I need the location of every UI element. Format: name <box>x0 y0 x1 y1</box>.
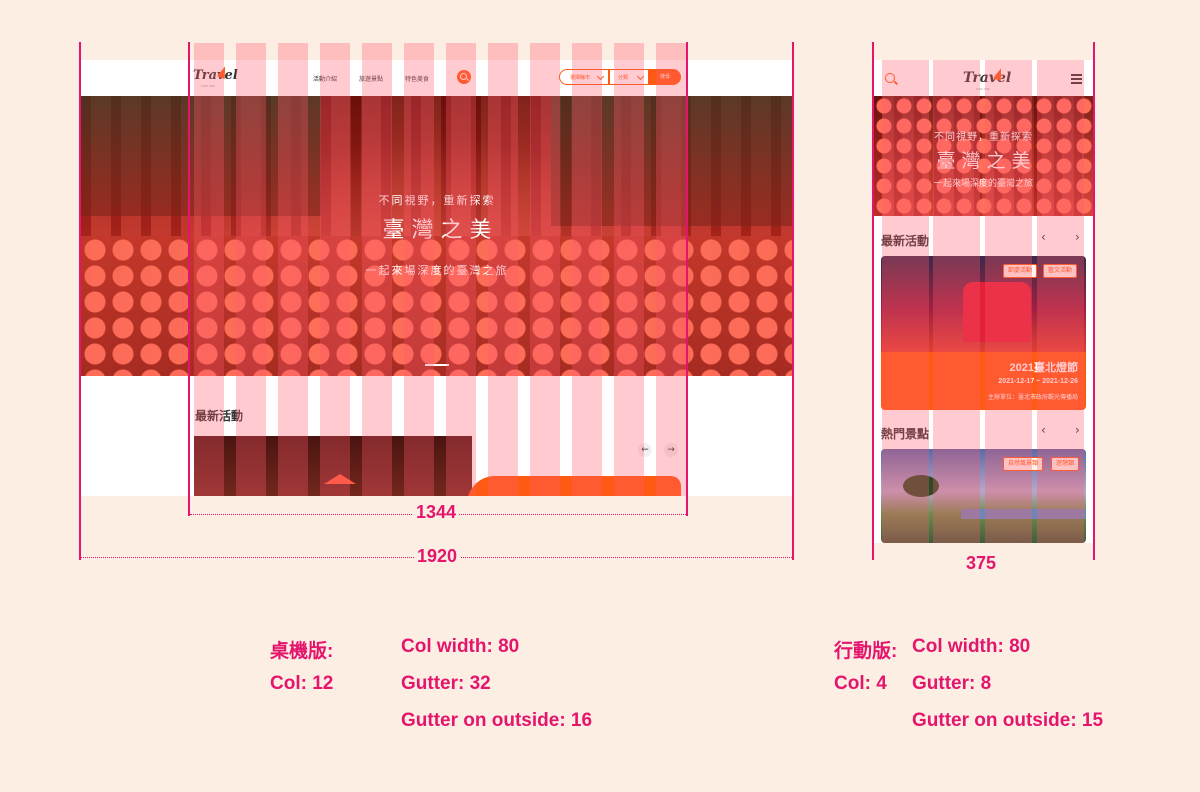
spot-tag: 遊憩類 <box>1051 457 1080 471</box>
spec-mobile-col: Col: 4 <box>834 673 887 694</box>
grid-column <box>320 43 350 496</box>
event-tag: 藝文活動 <box>1043 264 1078 278</box>
temple-roof-icon <box>324 474 356 484</box>
spec-mobile-col-width: Col width: 80 <box>912 636 1031 657</box>
spec-desktop-col-width: Col width: 80 <box>401 636 520 657</box>
grid-column <box>236 43 266 496</box>
grid-column <box>882 60 929 543</box>
nav-item-attractions[interactable]: 旅遊景點 <box>359 77 384 83</box>
guide-line-container-left <box>188 42 190 516</box>
search-button[interactable]: 搜尋 <box>649 69 681 85</box>
category-select-value: 分類 <box>618 75 629 81</box>
temple-roof-right <box>551 96 793 226</box>
spec-mobile-outside: Gutter on outside: 15 <box>912 710 1104 731</box>
dimension-label-mobile: 375 <box>963 553 1000 574</box>
section-title-events: 最新活動 <box>195 409 244 423</box>
hero-title: 臺 灣 之 美 <box>936 150 1031 172</box>
mobile-hero-banner: 不同視野，重新探索 臺 灣 之 美 一起來場深度的臺灣之旅 <box>874 96 1093 216</box>
search-icon[interactable] <box>885 73 895 83</box>
nav-item-food[interactable]: 特色美食 <box>405 77 430 83</box>
guide-line-mobile-left <box>872 42 874 560</box>
event-info-panel <box>467 476 681 496</box>
spec-mobile-label: 行動版: <box>834 641 898 662</box>
desktop-header: Travel GUT TAY 活動介紹 旅遊景點 特色美食 選擇縣市 分類 搜尋 <box>81 60 793 96</box>
mobile-mockup: Travel GUT TAY 不同視野，重新探索 臺 灣 之 美 一起來場深度的… <box>874 60 1093 543</box>
guide-line-mobile-right <box>1093 42 1095 560</box>
grid-column <box>933 60 980 543</box>
event-card-image[interactable] <box>194 436 472 496</box>
event-info: 2021臺北燈節 2021-12-17 ~ 2021-12-26 主辦單位：臺北… <box>881 352 1086 410</box>
spot-tag: 自然風景類 <box>1003 457 1044 471</box>
grid-column <box>278 43 308 496</box>
hero-subtitle: 不同視野，重新探索 <box>934 132 1033 143</box>
desktop-mockup: Travel GUT TAY 活動介紹 旅遊景點 特色美食 選擇縣市 分類 搜尋… <box>81 60 793 496</box>
grid-column <box>572 43 602 496</box>
next-arrow-button[interactable]: › <box>1075 230 1080 244</box>
spec-desktop-label: 桌機版: <box>270 641 334 662</box>
event-tag: 節慶活動 <box>1003 264 1038 278</box>
guide-line-desktop-left <box>79 42 81 560</box>
temple-roof-left <box>81 96 321 216</box>
city-select[interactable]: 選擇縣市 <box>559 69 609 85</box>
grid-column <box>530 43 560 496</box>
hero-subtitle: 不同視野，重新探索 <box>378 194 496 207</box>
logo-tagline: GUT TAY <box>976 87 990 91</box>
spec-mobile-gutter: Gutter: 8 <box>912 673 992 694</box>
grid-column <box>614 43 644 496</box>
grid-column <box>446 43 476 496</box>
grid-column <box>656 43 686 496</box>
logo[interactable]: Travel GUT TAY <box>963 66 1011 92</box>
spot-card[interactable]: 自然風景類 遊憩類 <box>881 449 1086 543</box>
next-arrow-button[interactable]: → <box>664 443 678 457</box>
dimension-label-desktop: 1920 <box>414 546 461 567</box>
grid-column <box>194 43 224 496</box>
lantern-sculpture <box>963 282 1031 342</box>
spec-desktop-gutter: Gutter: 32 <box>401 673 491 694</box>
city-select-value: 選擇縣市 <box>570 75 591 81</box>
nav-item-events[interactable]: 活動介紹 <box>313 77 338 83</box>
hero-banner: 不同視野，重新探索 臺 灣 之 美 一起來場深度的臺灣之旅 <box>81 96 793 376</box>
grid-column <box>404 43 434 496</box>
menu-icon[interactable] <box>1071 74 1082 84</box>
event-card[interactable]: 節慶活動 藝文活動 2021臺北燈節 2021-12-17 ~ 2021-12-… <box>881 256 1086 410</box>
carousel-indicator[interactable] <box>425 364 449 366</box>
section-title-events: 最新活動 <box>881 234 930 248</box>
prev-arrow-button[interactable]: ‹ <box>1041 423 1046 437</box>
search-icon[interactable] <box>457 70 471 84</box>
category-select[interactable]: 分類 <box>609 69 649 85</box>
river <box>961 509 1086 519</box>
next-arrow-button[interactable]: › <box>1075 423 1080 437</box>
logo-tagline: GUT TAY <box>201 84 215 88</box>
dimension-label-container: 1344 <box>413 502 460 523</box>
logo-text: Travel <box>193 68 238 83</box>
section-title-spots: 熱門景點 <box>881 427 930 441</box>
event-date: 2021-12-17 ~ 2021-12-26 <box>998 378 1078 385</box>
logo-text: Travel <box>963 70 1012 86</box>
event-organizer: 主辦單位：臺北市政府觀光傳播局 <box>987 395 1078 401</box>
grid-column <box>362 43 392 496</box>
spec-desktop-outside: Gutter on outside: 16 <box>401 710 593 731</box>
guide-line-container-right <box>686 42 688 516</box>
spec-desktop-col: Col: 12 <box>270 673 334 694</box>
hero-title: 臺 灣 之 美 <box>382 218 492 243</box>
grid-column <box>985 60 1032 543</box>
event-title: 2021臺北燈節 <box>1009 362 1078 374</box>
grid-column <box>488 43 518 496</box>
grid-column <box>1037 60 1084 543</box>
prev-arrow-button[interactable]: ← <box>638 443 652 457</box>
hero-tagline: 一起來場深度的臺灣之旅 <box>365 264 509 277</box>
lantern-rows <box>81 236 793 376</box>
hero-tagline: 一起來場深度的臺灣之旅 <box>933 179 1033 189</box>
guide-line-desktop-right <box>792 42 794 560</box>
prev-arrow-button[interactable]: ‹ <box>1041 230 1046 244</box>
tree <box>903 475 939 497</box>
logo[interactable]: Travel GUT TAY <box>193 64 238 90</box>
